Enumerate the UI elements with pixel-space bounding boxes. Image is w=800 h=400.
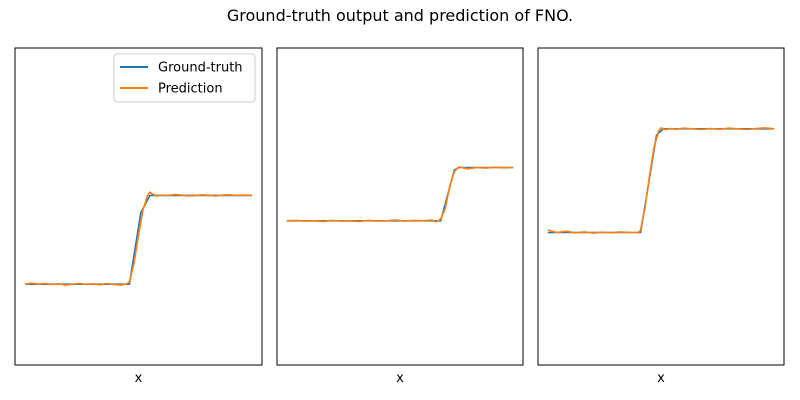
- axes-panel-3: x: [537, 47, 785, 386]
- x-axis-label-3: x: [657, 371, 665, 386]
- axes-frame-1: [14, 47, 263, 366]
- axes-panel-1: x: [14, 47, 263, 386]
- axes-frame-3: [537, 47, 785, 366]
- figure-title: Ground-truth output and prediction of FN…: [226, 6, 574, 25]
- x-axis-label-2: x: [396, 371, 404, 386]
- legend-label-prediction: Prediction: [158, 82, 223, 97]
- x-axis-label-1: x: [135, 371, 143, 386]
- legend: Ground-truth Prediction: [113, 53, 256, 103]
- prediction-line-1: [24, 191, 253, 286]
- prediction-line-3: [547, 127, 775, 234]
- axes-frame-2: [276, 47, 524, 366]
- axes-panel-2: x: [276, 47, 524, 386]
- legend-box: [113, 53, 256, 103]
- ground-truth-line-2: [286, 166, 514, 222]
- ground-truth-line-3: [547, 128, 775, 234]
- legend-label-ground-truth: Ground-truth: [158, 61, 243, 76]
- prediction-line-2: [286, 166, 514, 223]
